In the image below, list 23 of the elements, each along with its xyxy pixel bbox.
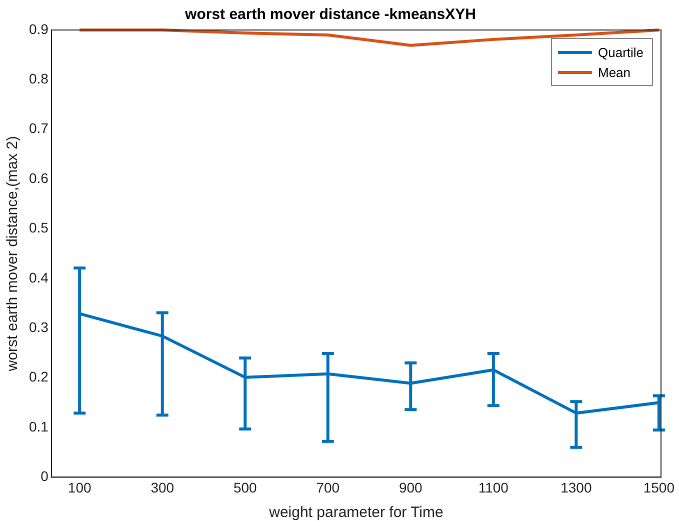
- x-tick-label: 1500: [643, 479, 675, 496]
- y-tick-label: 0.1: [28, 418, 49, 434]
- y-axis-title: worst earth mover distance,(max 2): [4, 136, 22, 372]
- x-tick-label: 500: [233, 479, 258, 496]
- y-tick-label: 0.8: [28, 70, 49, 87]
- y-tick-label: 0.3: [28, 318, 49, 335]
- x-tick-label: 900: [398, 479, 423, 496]
- x-tick-label: 100: [68, 479, 92, 496]
- legend-label: Quartile: [598, 44, 644, 60]
- y-tick-label: 0.2: [28, 368, 49, 385]
- y-tick-label: 0.4: [28, 269, 49, 286]
- x-tick-label: 1300: [560, 479, 592, 496]
- x-tick-label: 1100: [478, 479, 509, 496]
- chart-title: worst earth mover distance -kmeansXYH: [184, 6, 476, 24]
- x-tick-label: 700: [316, 479, 340, 496]
- x-axis-title: weight parameter for Time: [268, 504, 444, 522]
- y-tick-label: 0.6: [28, 170, 49, 186]
- y-tick-label: 0: [40, 468, 49, 484]
- legend-label: Mean: [598, 64, 631, 80]
- y-tick-label: 0.5: [28, 220, 49, 236]
- x-tick-label: 300: [150, 479, 174, 496]
- y-tick-label: 0.7: [28, 120, 49, 136]
- y-tick-label: 0.9: [28, 20, 49, 37]
